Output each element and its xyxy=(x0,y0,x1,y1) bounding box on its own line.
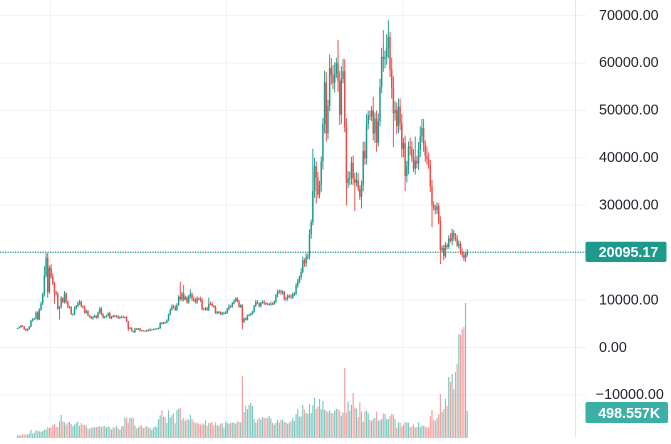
svg-text:70000.00: 70000.00 xyxy=(599,8,659,24)
svg-text:40000.00: 40000.00 xyxy=(599,150,659,166)
svg-text:−10000.00: −10000.00 xyxy=(596,387,664,403)
svg-text:0.00: 0.00 xyxy=(599,340,627,356)
svg-text:60000.00: 60000.00 xyxy=(599,55,659,71)
svg-text:10000.00: 10000.00 xyxy=(599,292,659,308)
svg-text:498.557K: 498.557K xyxy=(598,406,661,422)
svg-text:20095.17: 20095.17 xyxy=(599,245,659,261)
svg-text:30000.00: 30000.00 xyxy=(599,198,659,214)
svg-text:50000.00: 50000.00 xyxy=(599,103,659,119)
